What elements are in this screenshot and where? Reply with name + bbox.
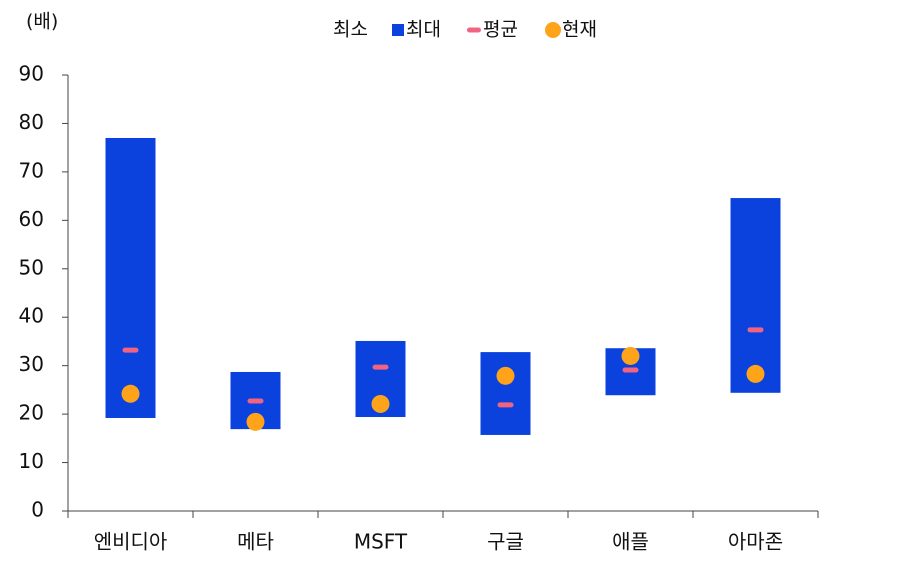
unit-label: (배) [26, 11, 58, 33]
legend-swatch [467, 27, 481, 33]
average-mark [122, 347, 139, 353]
y-tick-label: 60 [19, 207, 44, 231]
legend-label: 현재 [562, 19, 597, 41]
current-dot [621, 346, 640, 365]
x-tick-label: MSFT [354, 530, 408, 554]
current-dot [371, 394, 390, 413]
y-tick-label: 50 [19, 255, 44, 279]
current-dot [746, 364, 765, 383]
legend-swatch [392, 24, 404, 36]
range-bar [480, 352, 531, 435]
average-mark [372, 364, 389, 370]
y-tick-label: 40 [19, 304, 44, 328]
current-dot [246, 412, 265, 431]
y-tick-label: 70 [19, 158, 44, 182]
average-mark [247, 398, 264, 404]
legend-label: 최소 [333, 19, 368, 41]
y-tick-label: 10 [19, 449, 44, 473]
y-tick-label: 90 [19, 62, 44, 86]
range-bar [105, 137, 156, 418]
y-tick-label: 0 [31, 498, 44, 522]
x-tick-label: 아마존 [728, 530, 783, 554]
y-tick-label: 80 [19, 110, 44, 134]
y-tick-label: 20 [19, 401, 44, 425]
y-tick-label: 30 [19, 352, 44, 376]
average-mark [747, 327, 764, 333]
average-mark [497, 402, 514, 408]
x-tick-label: 메타 [237, 530, 274, 554]
legend-label: 평균 [483, 19, 518, 41]
current-dot [121, 384, 140, 403]
x-tick-label: 엔비디아 [94, 530, 168, 554]
average-mark [622, 367, 639, 373]
x-tick-label: 애플 [612, 530, 649, 554]
legend-label: 최대 [406, 19, 441, 41]
legend-swatch [545, 22, 561, 38]
x-tick-label: 구글 [487, 530, 524, 554]
current-dot [496, 366, 515, 385]
range-bar [730, 198, 781, 393]
